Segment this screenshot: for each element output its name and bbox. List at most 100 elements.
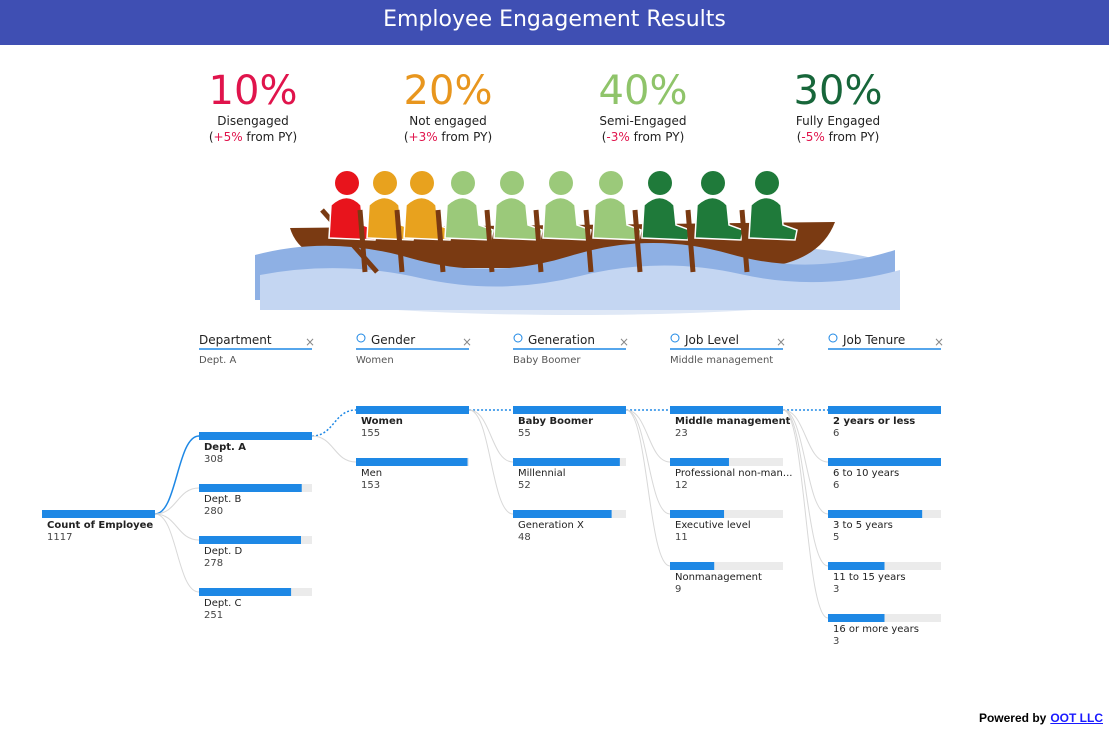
kpi-value: 40% (599, 68, 688, 114)
lightbulb-icon (356, 333, 366, 343)
kpi-change-open: ( (602, 130, 607, 144)
oar (583, 209, 594, 273)
bar (828, 562, 885, 570)
node-label: Generation X (518, 520, 584, 531)
level-filter: Middle management (670, 355, 773, 366)
node-value: 11 (675, 532, 688, 543)
kpi-change-rest: from PY) (630, 130, 685, 144)
bar-track (670, 562, 783, 570)
connector (468, 409, 514, 463)
bar (199, 484, 302, 492)
node-value: 9 (675, 584, 681, 595)
oar (685, 209, 696, 273)
kpi-label: Not engaged (409, 114, 486, 128)
kpi-change-rest: from PY) (243, 130, 298, 144)
connector (154, 513, 200, 541)
bar (356, 406, 469, 414)
bar (199, 536, 301, 544)
node-label: Baby Boomer (518, 416, 593, 427)
node-label: Count of Employee (47, 520, 153, 531)
rower-body (748, 196, 798, 241)
node-label: Professional non-man... (675, 468, 792, 479)
node-label: Executive level (675, 520, 751, 531)
rower-head (755, 171, 779, 195)
level-field: Department (199, 333, 272, 347)
bar (199, 432, 312, 440)
node-label: 2 years or less (833, 416, 915, 427)
footer-text: Powered by (978, 711, 1047, 725)
node-label: Dept. A (204, 442, 246, 453)
node-label: 11 to 15 years (833, 572, 906, 583)
node-value: 12 (675, 480, 688, 491)
node-value: 155 (361, 428, 380, 439)
node-label: Nonmanagement (675, 572, 762, 583)
close-icon: × (619, 335, 629, 349)
kpi-change-rest: from PY) (438, 130, 493, 144)
node-value: 280 (204, 506, 223, 517)
footer-link[interactable]: OOT LLC (1050, 711, 1103, 725)
rower-head (373, 171, 397, 195)
node-label: Men (361, 468, 382, 479)
bar (513, 458, 620, 466)
footer: Powered by OOT LLC (979, 711, 1103, 725)
node-value: 1117 (47, 532, 72, 543)
rower-body (542, 196, 592, 241)
bar (513, 510, 612, 518)
connector (311, 435, 357, 463)
connector (625, 409, 671, 515)
connector (311, 409, 357, 437)
rower-head (599, 171, 623, 195)
kpi-label: Fully Engaged (796, 114, 880, 128)
kpi-label: Disengaged (217, 114, 288, 128)
node-label: Dept. C (204, 598, 241, 609)
node-label: Dept. D (204, 546, 242, 557)
node-value: 48 (518, 532, 531, 543)
rower-head (648, 171, 672, 195)
bar (670, 562, 715, 570)
node-value: 6 (833, 480, 839, 491)
node-value: 278 (204, 558, 223, 569)
bar (670, 510, 725, 518)
kpi-change-delta: +3% (409, 130, 438, 144)
connector (782, 409, 829, 463)
oar (632, 209, 643, 273)
rower-head (451, 171, 475, 195)
close-icon: × (934, 335, 944, 349)
rower-head (410, 171, 434, 195)
kpi-label: Semi-Engaged (599, 114, 686, 128)
bar (828, 510, 923, 518)
node-value: 23 (675, 428, 688, 439)
node-value: 52 (518, 480, 531, 491)
oar (394, 209, 405, 273)
node-label: Dept. B (204, 494, 241, 505)
level-field: Generation (528, 333, 595, 347)
node-label: Women (361, 416, 403, 427)
oar (533, 209, 544, 273)
bar (199, 588, 292, 596)
level-filter: Women (356, 355, 394, 366)
level-field: Job Tenure (842, 333, 905, 347)
bar (828, 458, 941, 466)
node-label: 6 to 10 years (833, 468, 899, 479)
close-icon: × (462, 335, 472, 349)
lightbulb-icon (513, 333, 523, 343)
rower-body (641, 196, 691, 241)
bar (42, 510, 155, 518)
kpi-change: (-5% from PY) (797, 130, 880, 144)
oar (357, 209, 368, 273)
kpi-change-open: ( (797, 130, 802, 144)
connector (154, 513, 200, 593)
close-icon: × (305, 335, 315, 349)
kpi-change-open: ( (404, 130, 409, 144)
oar (435, 209, 446, 273)
connector (625, 409, 671, 463)
connector (154, 435, 200, 515)
connector (625, 409, 671, 567)
connector (782, 409, 829, 515)
node-value: 153 (361, 480, 380, 491)
bar (513, 406, 626, 414)
bar (828, 406, 941, 414)
node-label: Millennial (518, 468, 565, 479)
